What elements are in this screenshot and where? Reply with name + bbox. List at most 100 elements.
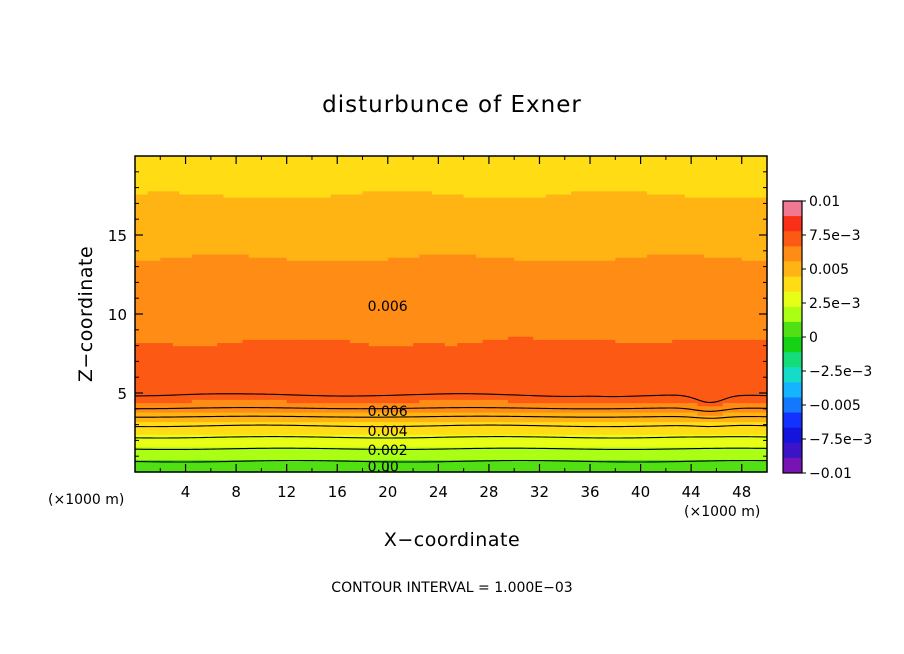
field-cell — [242, 355, 250, 359]
field-cell — [634, 355, 642, 359]
field-cell — [615, 317, 623, 321]
field-cell — [362, 361, 370, 366]
field-cell — [280, 396, 288, 400]
field-cell — [356, 408, 364, 413]
field-cell — [621, 332, 629, 337]
field-cell — [457, 345, 465, 350]
field-cell — [274, 408, 281, 413]
field-cell — [419, 418, 427, 423]
field-cell — [602, 443, 610, 448]
field-cell — [185, 367, 193, 372]
field-cell — [147, 411, 155, 416]
field-cell — [166, 336, 174, 340]
field-cell — [248, 418, 256, 423]
field-cell — [653, 453, 661, 457]
field-cell — [204, 329, 212, 334]
field-cell — [697, 421, 705, 426]
field-cell — [590, 361, 597, 366]
field-cell — [305, 336, 313, 340]
field-cell — [514, 336, 522, 340]
field-cell — [330, 408, 338, 413]
field-cell — [684, 402, 692, 407]
field-cell — [318, 361, 326, 366]
field-cell — [545, 326, 553, 331]
field-cell — [381, 446, 389, 451]
field-cell — [526, 364, 534, 369]
field-cell — [229, 468, 237, 473]
field-cell — [646, 370, 654, 375]
field-cell — [596, 443, 604, 448]
field-cell — [583, 405, 591, 410]
field-cell — [760, 418, 768, 423]
field-cell — [615, 361, 623, 366]
field-cell — [368, 358, 376, 362]
field-cell — [368, 427, 376, 432]
field-cell — [432, 393, 439, 397]
field-cell — [172, 453, 180, 457]
field-cell — [419, 456, 427, 460]
field-cell — [362, 339, 370, 344]
field-cell — [425, 336, 433, 340]
field-cell — [520, 468, 528, 473]
field-cell — [179, 342, 187, 347]
field-cell — [330, 440, 338, 445]
field-cell — [387, 355, 395, 359]
field-cell — [141, 430, 149, 435]
field-cell — [703, 326, 711, 331]
field-cell — [741, 380, 749, 385]
field-cell — [691, 408, 699, 413]
field-cell — [223, 336, 231, 340]
field-cell — [646, 329, 654, 334]
field-cell — [223, 320, 231, 325]
field-cell — [179, 449, 187, 454]
field-cell — [400, 342, 408, 347]
field-cell — [627, 437, 635, 441]
field-cell — [343, 399, 351, 404]
field-cell — [406, 405, 414, 410]
field-cell — [469, 386, 477, 391]
field-cell — [463, 355, 471, 359]
field-cell — [217, 418, 225, 423]
field-cell — [400, 329, 408, 334]
field-cell — [627, 434, 635, 438]
field-cell — [432, 380, 439, 385]
field-cell — [533, 430, 541, 435]
field-cell — [337, 468, 345, 473]
field-cell — [703, 393, 711, 397]
field-cell — [141, 405, 149, 410]
field-cell — [552, 374, 560, 378]
field-cell — [602, 462, 610, 467]
field-cell — [153, 421, 161, 426]
field-cell — [229, 348, 237, 353]
field-cell — [311, 323, 319, 328]
field-cell — [135, 383, 142, 388]
field-cell — [501, 415, 509, 419]
field-cell — [438, 342, 446, 347]
field-cell — [501, 449, 509, 454]
field-cell — [621, 440, 629, 445]
field-cell — [571, 396, 578, 400]
field-cell — [236, 440, 244, 445]
field-cell — [419, 465, 427, 470]
field-cell — [166, 332, 174, 337]
field-cell — [406, 317, 414, 321]
field-cell — [330, 374, 338, 378]
field-cell — [526, 443, 534, 448]
field-cell — [684, 389, 692, 394]
field-cell — [400, 323, 408, 328]
field-cell — [356, 339, 364, 344]
field-cell — [330, 421, 338, 426]
field-cell — [634, 453, 642, 457]
field-cell — [242, 351, 250, 356]
field-cell — [741, 364, 749, 369]
field-cell — [394, 468, 402, 473]
field-cell — [153, 383, 161, 388]
field-cell — [419, 462, 427, 467]
field-cell — [735, 421, 743, 426]
field-cell — [185, 323, 193, 328]
field-cell — [571, 430, 578, 435]
field-cell — [520, 434, 528, 438]
field-cell — [577, 342, 585, 347]
field-cell — [280, 351, 288, 356]
field-cell — [754, 377, 762, 381]
